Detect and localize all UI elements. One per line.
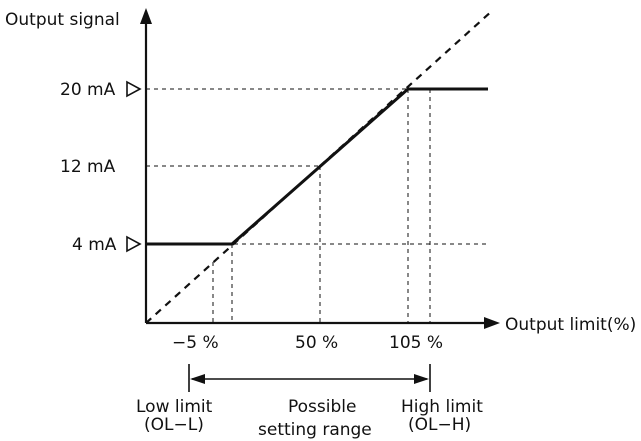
tick-marker-20ma	[126, 80, 142, 98]
tick-marker-4ma	[126, 235, 142, 253]
setting-range-label-1: Possible	[288, 397, 356, 417]
high-limit-code: (OL−H)	[408, 415, 471, 435]
limited-output-curve	[146, 87, 488, 246]
y-axis-label: Output signal	[5, 10, 120, 30]
x-axis-arrowhead	[484, 317, 500, 329]
y-tick-20ma: 20 mA	[60, 80, 116, 100]
y-axis-arrowhead	[140, 8, 152, 24]
y-tick-12ma: 12 mA	[60, 157, 116, 177]
setting-range-arrow-left	[190, 374, 205, 384]
setting-range-arrow-right	[414, 374, 429, 384]
x-tick-50: 50 %	[295, 333, 338, 353]
setting-range-label-2: setting range	[258, 420, 372, 440]
low-limit-code: (OL−L)	[144, 415, 204, 435]
x-tick-105: 105 %	[389, 333, 443, 353]
low-limit-label: Low limit	[136, 397, 213, 417]
y-tick-4ma: 4 mA	[72, 235, 117, 255]
high-limit-label: High limit	[401, 397, 483, 417]
x-tick-minus5: −5 %	[172, 333, 219, 353]
x-axis-label: Output limit(%)	[505, 315, 636, 335]
